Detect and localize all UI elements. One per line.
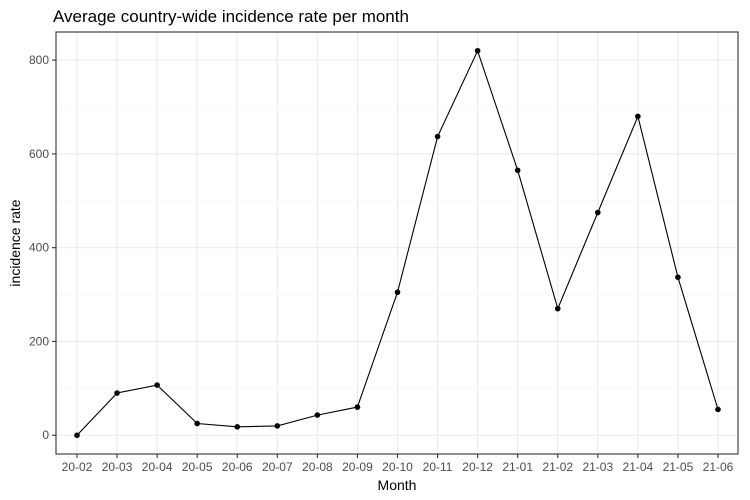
data-point bbox=[234, 424, 241, 430]
x-tick-label: 20-10 bbox=[382, 460, 413, 474]
y-tick-label: 200 bbox=[29, 334, 49, 348]
data-point bbox=[154, 382, 160, 388]
data-point bbox=[635, 113, 641, 120]
x-tick-label: 21-06 bbox=[703, 460, 734, 474]
data-point bbox=[474, 47, 481, 54]
x-tick-label: 21-01 bbox=[502, 460, 533, 474]
data-point bbox=[314, 412, 321, 418]
x-tick-label: 21-04 bbox=[623, 460, 654, 474]
chart-title: Average country-wide incidence rate per … bbox=[53, 7, 409, 26]
data-point bbox=[274, 423, 281, 429]
grid bbox=[56, 32, 738, 454]
data-point bbox=[715, 406, 721, 413]
axes: 0 200 400 600 800 20-02 20-03 20-04 20-05 20-06 20… bbox=[29, 53, 734, 474]
data-point bbox=[434, 133, 441, 140]
data-point bbox=[394, 289, 401, 296]
x-tick-label: 20-06 bbox=[222, 460, 253, 474]
y-tick-label: 0 bbox=[42, 428, 49, 442]
x-tick-label: 20-08 bbox=[302, 460, 333, 474]
y-tick-label: 400 bbox=[29, 241, 49, 255]
x-tick-label: 21-05 bbox=[663, 460, 694, 474]
data-point bbox=[194, 420, 200, 427]
y-tick-label: 800 bbox=[29, 53, 49, 67]
data-point bbox=[675, 274, 681, 281]
data-point bbox=[354, 404, 361, 410]
x-tick-label: 20-09 bbox=[342, 460, 373, 474]
x-tick-label: 21-03 bbox=[582, 460, 613, 474]
x-tick-label: 20-05 bbox=[182, 460, 213, 474]
data-point bbox=[514, 167, 521, 174]
x-axis-title: Month bbox=[378, 477, 417, 493]
x-tick-label: 20-12 bbox=[462, 460, 493, 474]
x-tick-label: 20-03 bbox=[102, 460, 133, 474]
y-axis-title: incidence rate bbox=[7, 199, 23, 286]
data-point bbox=[595, 209, 601, 216]
x-tick-label: 20-04 bbox=[142, 460, 173, 474]
series bbox=[74, 47, 721, 439]
data-point bbox=[74, 432, 80, 439]
x-tick-label: 20-07 bbox=[262, 460, 293, 474]
data-point bbox=[554, 305, 561, 312]
x-tick-label: 20-11 bbox=[423, 460, 453, 474]
y-tick-label: 600 bbox=[29, 147, 49, 161]
data-point bbox=[114, 390, 120, 396]
x-tick-label: 20-02 bbox=[62, 460, 93, 474]
x-tick-label: 21-02 bbox=[542, 460, 573, 474]
